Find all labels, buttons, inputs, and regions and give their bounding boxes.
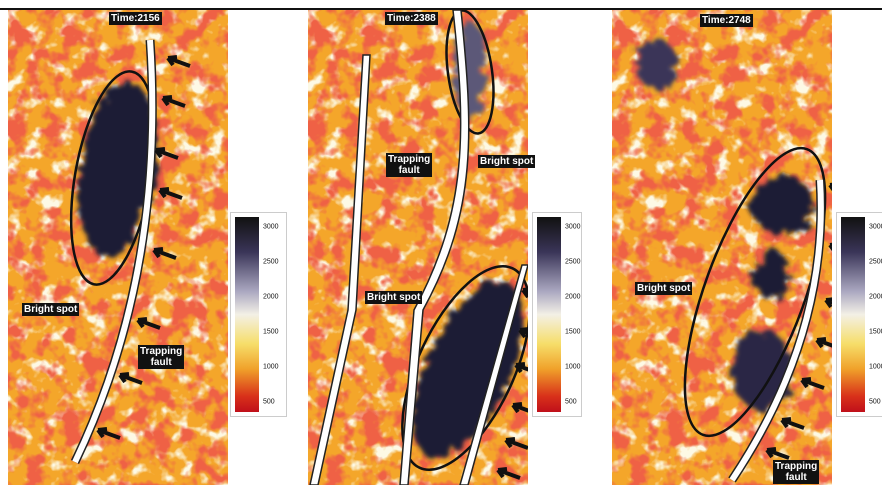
amplitude-map [612, 10, 832, 485]
annotation: Trapping fault [386, 153, 432, 177]
amplitude-map [308, 10, 528, 485]
bright-spot [752, 175, 812, 235]
annotation: Trapping fault [138, 345, 184, 369]
time-label: Time:2156 [109, 12, 162, 25]
annotation: Bright spot [22, 303, 79, 316]
colorbar-tick-label: 500 [263, 399, 275, 406]
colorbar-tick-label: 1000 [869, 364, 882, 371]
dark-patch [637, 40, 677, 90]
colorbar-tick-label: 3000 [565, 224, 581, 231]
annotation: Bright spot [635, 282, 692, 295]
colorbar: 3000 2500 2000 1500 1000 500 [532, 212, 582, 417]
colorbar-tick-label: 2500 [263, 259, 279, 266]
colorbar-tick-label: 1500 [263, 329, 279, 336]
annotation: Bright spot [365, 291, 422, 304]
time-label: Time:2748 [700, 14, 753, 27]
colorbar-tick-label: 2000 [565, 294, 581, 301]
colorbar-tick-label: 2000 [869, 294, 882, 301]
colorbar-tick-label: 2500 [869, 259, 882, 266]
page: Time:2156 Bright spot Trapping fault 300… [0, 0, 882, 488]
amplitude-map [8, 10, 228, 485]
colorbar-tick-label: 500 [869, 399, 881, 406]
colorbar-tick-label: 1500 [565, 329, 581, 336]
bright-spot [754, 250, 790, 300]
colorbar-tick-label: 1000 [263, 364, 279, 371]
colorbar-gradient [537, 217, 561, 412]
colorbar-gradient [841, 217, 865, 412]
colorbar-tick-label: 2000 [263, 294, 279, 301]
colorbar-tick-label: 1000 [565, 364, 581, 371]
colorbar: 3000 2500 2000 1500 1000 500 [836, 212, 882, 417]
bright-spot [732, 330, 792, 410]
colorbar-tick-label: 2500 [565, 259, 581, 266]
annotation: Trapping fault [773, 460, 819, 484]
colorbar-tick-label: 500 [565, 399, 577, 406]
time-label: Time:2388 [385, 12, 438, 25]
colorbar: 3000 2500 2000 1500 1000 500 [230, 212, 287, 417]
colorbar-tick-label: 1500 [869, 329, 882, 336]
colorbar-tick-label: 3000 [263, 224, 279, 231]
colorbar-gradient [235, 217, 259, 412]
colorbar-tick-label: 3000 [869, 224, 882, 231]
annotation: Bright spot [478, 155, 535, 168]
